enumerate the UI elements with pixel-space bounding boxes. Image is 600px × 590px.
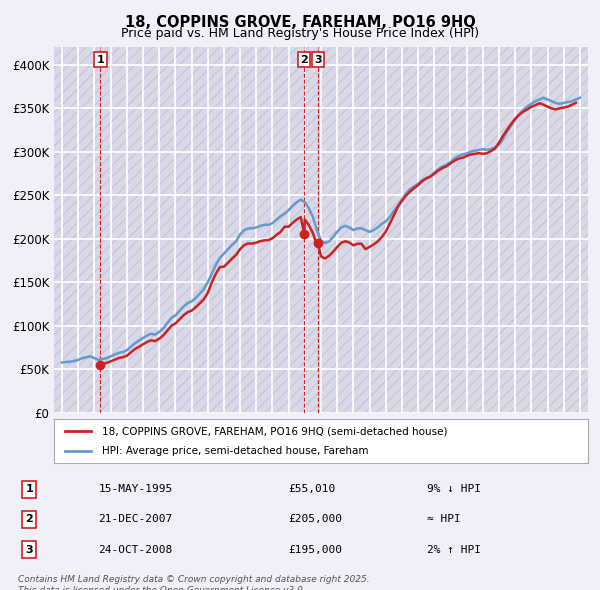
Text: 9% ↓ HPI: 9% ↓ HPI (427, 484, 481, 494)
Text: £195,000: £195,000 (289, 545, 343, 555)
Text: 2013: 2013 (381, 433, 391, 458)
Text: 1999: 1999 (154, 433, 164, 458)
Text: 2015: 2015 (413, 433, 423, 458)
Text: 2020: 2020 (494, 433, 504, 458)
Text: 2011: 2011 (349, 433, 358, 458)
Text: 2016: 2016 (429, 433, 439, 458)
Text: 2017: 2017 (445, 433, 455, 458)
Text: 2: 2 (301, 54, 308, 64)
Text: 2014: 2014 (397, 433, 407, 458)
Text: HPI: Average price, semi-detached house, Fareham: HPI: Average price, semi-detached house,… (102, 446, 368, 455)
Text: 2023: 2023 (542, 433, 553, 458)
Text: Contains HM Land Registry data © Crown copyright and database right 2025.
This d: Contains HM Land Registry data © Crown c… (18, 575, 370, 590)
Text: 1996: 1996 (106, 433, 116, 458)
Text: 2001: 2001 (187, 433, 197, 458)
Text: 2008: 2008 (300, 433, 310, 458)
Text: 18, COPPINS GROVE, FAREHAM, PO16 9HQ: 18, COPPINS GROVE, FAREHAM, PO16 9HQ (125, 15, 475, 30)
Text: 2018: 2018 (461, 433, 472, 458)
Text: ≈ HPI: ≈ HPI (427, 514, 460, 525)
Text: 18, COPPINS GROVE, FAREHAM, PO16 9HQ (semi-detached house): 18, COPPINS GROVE, FAREHAM, PO16 9HQ (se… (102, 427, 448, 436)
Text: 2021: 2021 (510, 433, 520, 458)
Text: 2005: 2005 (251, 433, 261, 458)
Text: 2003: 2003 (219, 433, 229, 458)
Text: 1994: 1994 (73, 433, 83, 458)
Text: 1997: 1997 (122, 433, 132, 458)
Text: 2002: 2002 (203, 433, 213, 458)
Text: 2000: 2000 (170, 433, 181, 458)
Text: 21-DEC-2007: 21-DEC-2007 (98, 514, 173, 525)
Text: 1993: 1993 (57, 433, 67, 458)
Text: 2024: 2024 (559, 433, 569, 458)
Text: £205,000: £205,000 (289, 514, 343, 525)
Text: 2006: 2006 (268, 433, 277, 458)
Text: 2% ↑ HPI: 2% ↑ HPI (427, 545, 481, 555)
Text: 2004: 2004 (235, 433, 245, 458)
Text: 2007: 2007 (284, 433, 293, 458)
Text: Price paid vs. HM Land Registry's House Price Index (HPI): Price paid vs. HM Land Registry's House … (121, 27, 479, 40)
Text: 2012: 2012 (365, 433, 374, 458)
Text: 15-MAY-1995: 15-MAY-1995 (98, 484, 173, 494)
Text: 2: 2 (25, 514, 33, 525)
Text: 1: 1 (97, 54, 104, 64)
Text: 24-OCT-2008: 24-OCT-2008 (98, 545, 173, 555)
Text: £55,010: £55,010 (289, 484, 336, 494)
Text: 3: 3 (314, 54, 322, 64)
Text: 2025: 2025 (575, 433, 585, 458)
Text: 1995: 1995 (89, 433, 100, 458)
Text: 2019: 2019 (478, 433, 488, 458)
Text: 2010: 2010 (332, 433, 342, 458)
Text: 1: 1 (25, 484, 33, 494)
Text: 2022: 2022 (526, 433, 536, 458)
Text: 2009: 2009 (316, 433, 326, 458)
Text: 3: 3 (25, 545, 33, 555)
Text: 1998: 1998 (138, 433, 148, 458)
